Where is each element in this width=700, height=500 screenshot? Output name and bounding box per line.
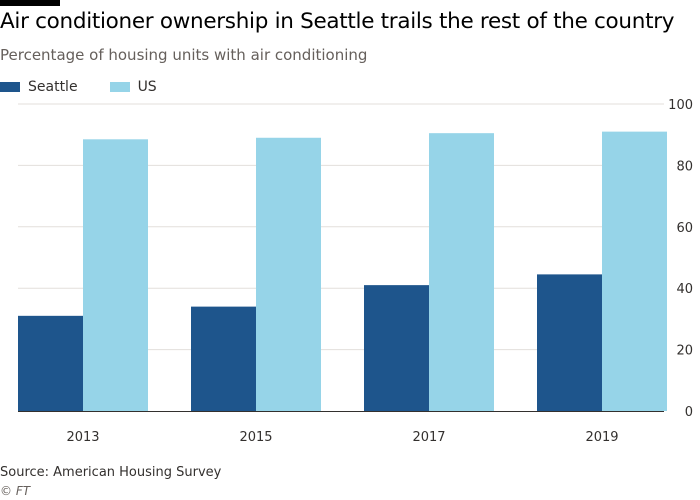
y-tick-label: 100	[668, 98, 693, 113]
bar-seattle	[18, 315, 83, 411]
legend-label-seattle: Seattle	[28, 79, 78, 95]
top-accent-bar	[0, 0, 60, 6]
bar-seattle	[191, 306, 256, 411]
bar-seattle	[537, 274, 602, 411]
legend-swatch-seattle	[0, 82, 20, 92]
y-tick-label: 0	[685, 405, 693, 420]
legend-label-us: US	[137, 79, 157, 95]
chart-title: Air conditioner ownership in Seattle tra…	[0, 9, 675, 34]
bar-us	[602, 131, 667, 411]
y-tick-label: 80	[676, 159, 693, 174]
x-tick-label: 2017	[412, 430, 445, 445]
y-tick-label: 60	[676, 221, 693, 236]
credit-note: © FT	[0, 484, 31, 498]
x-tick-label: 2019	[585, 430, 618, 445]
x-tick-label: 2013	[66, 430, 99, 445]
legend-item-seattle: Seattle	[0, 79, 78, 95]
legend: Seattle US	[0, 78, 189, 96]
bar-seattle	[364, 285, 429, 411]
bar-us	[256, 137, 321, 411]
bar-us	[429, 133, 494, 412]
source-note: Source: American Housing Survey	[0, 465, 222, 480]
chart-subtitle: Percentage of housing units with air con…	[0, 46, 368, 64]
legend-item-us: US	[109, 79, 157, 95]
bar-us	[83, 139, 148, 411]
y-tick-label: 20	[676, 344, 693, 359]
x-tick-label: 2015	[239, 430, 272, 445]
y-tick-label: 40	[676, 282, 693, 297]
legend-swatch-us	[109, 82, 130, 92]
